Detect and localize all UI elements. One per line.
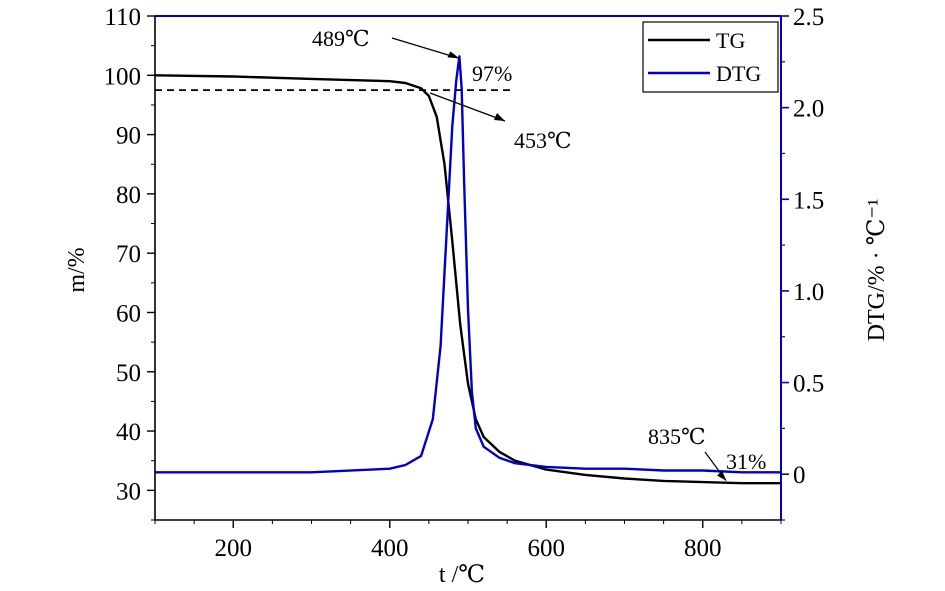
y2-tick-label: 2.5 (793, 4, 824, 31)
annotation-489: 489℃ (312, 26, 370, 51)
annotation-layer: 489℃ 97% 453℃ 835℃ 31% (312, 26, 766, 482)
legend-label-tg: TG (716, 28, 745, 53)
annotation-97: 97% (472, 61, 512, 86)
y2-tick-label: 0 (793, 462, 806, 489)
annotation-453-arrow (429, 92, 506, 122)
x-tick-label: 600 (528, 535, 566, 562)
y-axis-label: m/% (64, 247, 90, 292)
y2-tick-label: 1.0 (793, 279, 824, 306)
x-tick-label: 400 (371, 535, 409, 562)
annotation-489-arrow (391, 37, 460, 59)
annotation-453-arrowhead (494, 113, 505, 121)
x-axis-label: t /℃ (439, 562, 485, 588)
y-tick-label: 40 (116, 419, 141, 446)
y-tick-label: 60 (116, 300, 141, 327)
axes-layer: 200 400 600 800 30 40 50 60 70 80 90 100 110 0 0.5 1.0 1… (64, 4, 890, 588)
annotation-835-arrowhead (717, 470, 727, 481)
x-tick-label: 800 (684, 535, 722, 562)
annotation-31: 31% (726, 449, 766, 474)
series-dtg-line (155, 55, 781, 474)
legend-label-dtg: DTG (716, 61, 761, 86)
annotation-489-arrowhead (447, 51, 460, 59)
y-tick-label: 90 (116, 123, 141, 150)
annotation-835: 835℃ (648, 424, 706, 449)
x-tick-label: 200 (215, 535, 253, 562)
legend: TG DTG (642, 21, 779, 93)
y-tick-label: 50 (116, 360, 141, 387)
y-tick-label: 30 (116, 478, 141, 505)
y-tick-label: 100 (104, 63, 142, 90)
y-tick-label: 110 (104, 4, 141, 31)
y2-tick-label: 1.5 (793, 187, 824, 214)
legend-box (642, 21, 779, 93)
y2-tick-label: 2.0 (793, 96, 824, 123)
y-tick-label: 70 (116, 241, 141, 268)
y-tick-label: 80 (116, 182, 141, 209)
y2-tick-label: 0.5 (793, 371, 824, 398)
series-layer (155, 55, 781, 485)
annotation-453: 453℃ (514, 128, 572, 153)
y2-axis-label: DTG/% · ℃⁻¹ (864, 199, 890, 342)
series-tg-line (155, 74, 781, 485)
